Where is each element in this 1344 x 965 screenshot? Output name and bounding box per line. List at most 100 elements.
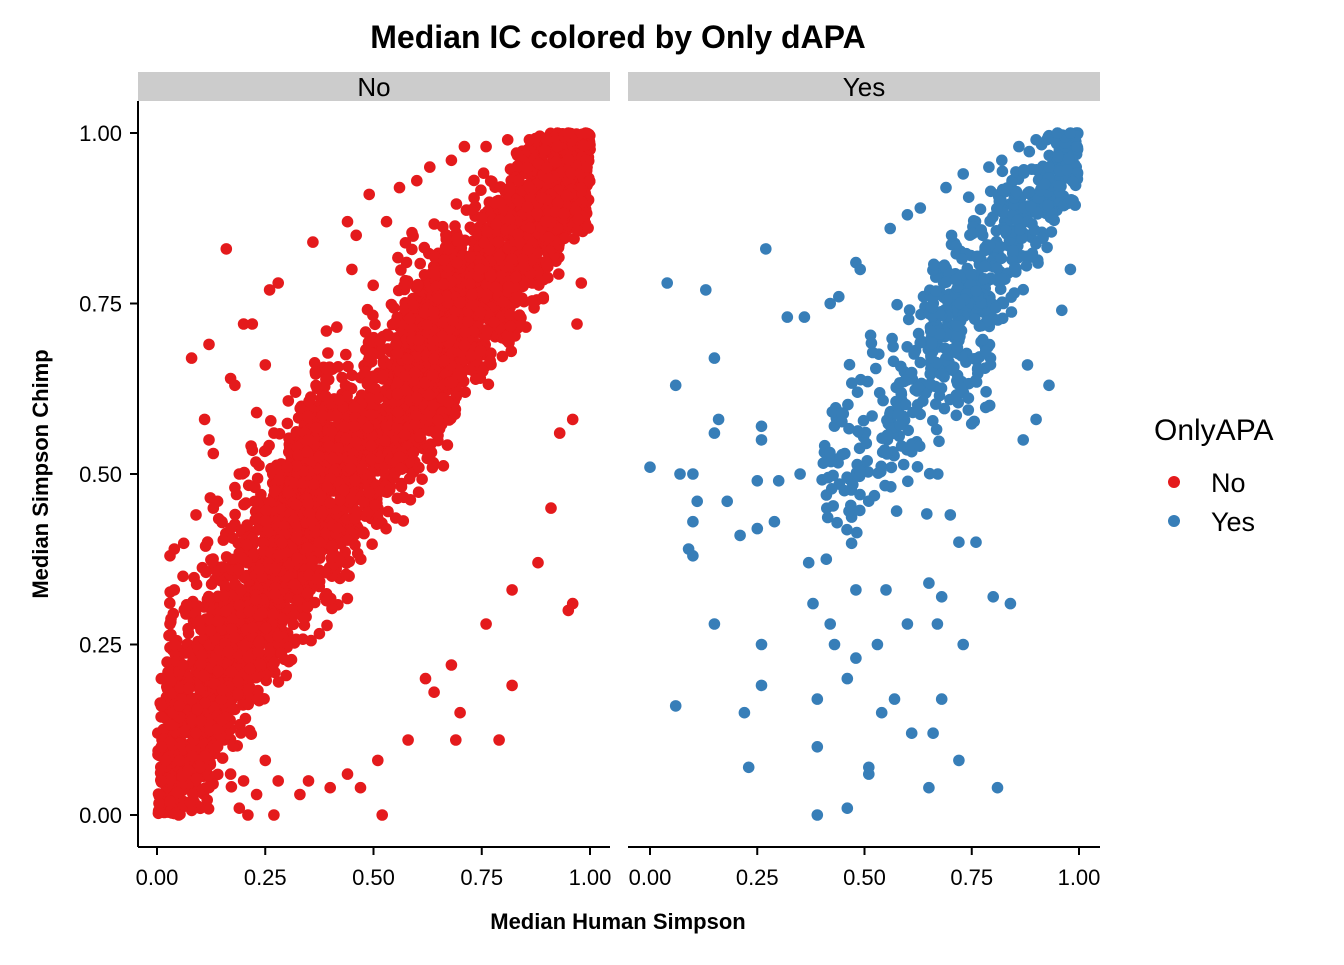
data-point <box>433 423 446 435</box>
data-point <box>492 236 505 248</box>
data-point <box>314 546 327 558</box>
data-point <box>282 486 295 499</box>
data-point <box>521 162 534 174</box>
data-point <box>418 306 431 319</box>
data-point <box>291 552 304 564</box>
data-point <box>404 321 417 334</box>
data-point <box>504 320 517 333</box>
data-point <box>458 339 471 352</box>
data-point <box>442 242 455 255</box>
data-point <box>320 594 333 607</box>
data-point <box>438 316 450 329</box>
data-point <box>398 429 411 441</box>
data-point <box>477 167 490 179</box>
data-point <box>510 271 522 283</box>
data-point <box>334 494 346 507</box>
data-point <box>441 439 454 451</box>
data-point <box>206 555 218 568</box>
data-point <box>219 580 232 592</box>
data-point <box>357 526 369 538</box>
data-point <box>345 493 358 506</box>
data-point <box>426 399 439 412</box>
data-point <box>369 318 381 331</box>
data-point <box>549 206 561 218</box>
data-point <box>273 473 286 486</box>
data-point <box>482 378 495 391</box>
data-point <box>393 451 406 463</box>
data-point <box>364 352 377 364</box>
data-point <box>413 431 426 443</box>
data-point <box>369 499 381 511</box>
data-point <box>394 462 407 475</box>
data-point <box>288 578 301 591</box>
data-point <box>406 243 418 256</box>
data-point <box>297 633 309 645</box>
data-point <box>342 360 354 373</box>
data-point <box>474 345 487 357</box>
data-point <box>349 436 362 448</box>
data-point <box>365 409 377 421</box>
data-point <box>313 536 326 548</box>
data-point <box>562 153 575 166</box>
data-point <box>218 590 230 602</box>
data-point <box>464 221 477 234</box>
data-point <box>322 347 334 359</box>
data-point <box>313 450 326 463</box>
data-point <box>292 449 305 462</box>
data-point <box>412 334 425 346</box>
data-point <box>553 268 565 280</box>
data-point <box>525 254 538 266</box>
data-point <box>366 538 378 550</box>
data-point <box>505 345 517 358</box>
data-point <box>524 222 536 234</box>
data-point <box>229 508 241 521</box>
data-point <box>481 325 493 338</box>
data-point <box>377 369 389 382</box>
data-point <box>382 505 394 518</box>
data-point <box>262 523 274 536</box>
data-point <box>541 161 553 174</box>
data-point <box>348 401 361 414</box>
data-point <box>542 231 555 244</box>
data-point <box>400 279 412 292</box>
data-point <box>484 175 497 187</box>
data-point <box>401 353 414 365</box>
data-point <box>449 305 462 317</box>
data-point <box>538 144 551 156</box>
data-point <box>505 253 518 265</box>
data-point <box>512 228 524 241</box>
data-point <box>552 197 564 209</box>
data-point <box>465 350 478 362</box>
data-point <box>427 306 440 318</box>
data-point <box>483 243 496 256</box>
data-point <box>319 527 332 540</box>
data-point <box>526 295 538 307</box>
data-point <box>280 669 293 682</box>
data-point <box>437 278 450 291</box>
data-point <box>451 232 464 245</box>
data-point <box>383 484 396 496</box>
data-point <box>468 174 480 187</box>
data-point <box>338 421 351 433</box>
data-point <box>464 278 476 290</box>
data-point <box>533 279 545 291</box>
data-point <box>504 182 516 194</box>
data-point <box>493 250 506 263</box>
data-point <box>361 303 374 316</box>
data-point <box>490 218 503 231</box>
data-point <box>432 414 444 427</box>
data-point <box>475 184 487 196</box>
data-point <box>476 365 489 377</box>
data-point <box>316 409 329 422</box>
data-point <box>334 556 347 568</box>
data-point <box>451 256 463 269</box>
data-point <box>355 389 368 402</box>
data-point <box>302 497 314 510</box>
data-point <box>501 329 514 342</box>
data-point <box>310 422 323 434</box>
data-point <box>502 281 515 293</box>
data-point <box>466 288 478 301</box>
data-point <box>374 335 386 347</box>
data-point <box>326 540 338 552</box>
data-point <box>535 192 548 204</box>
